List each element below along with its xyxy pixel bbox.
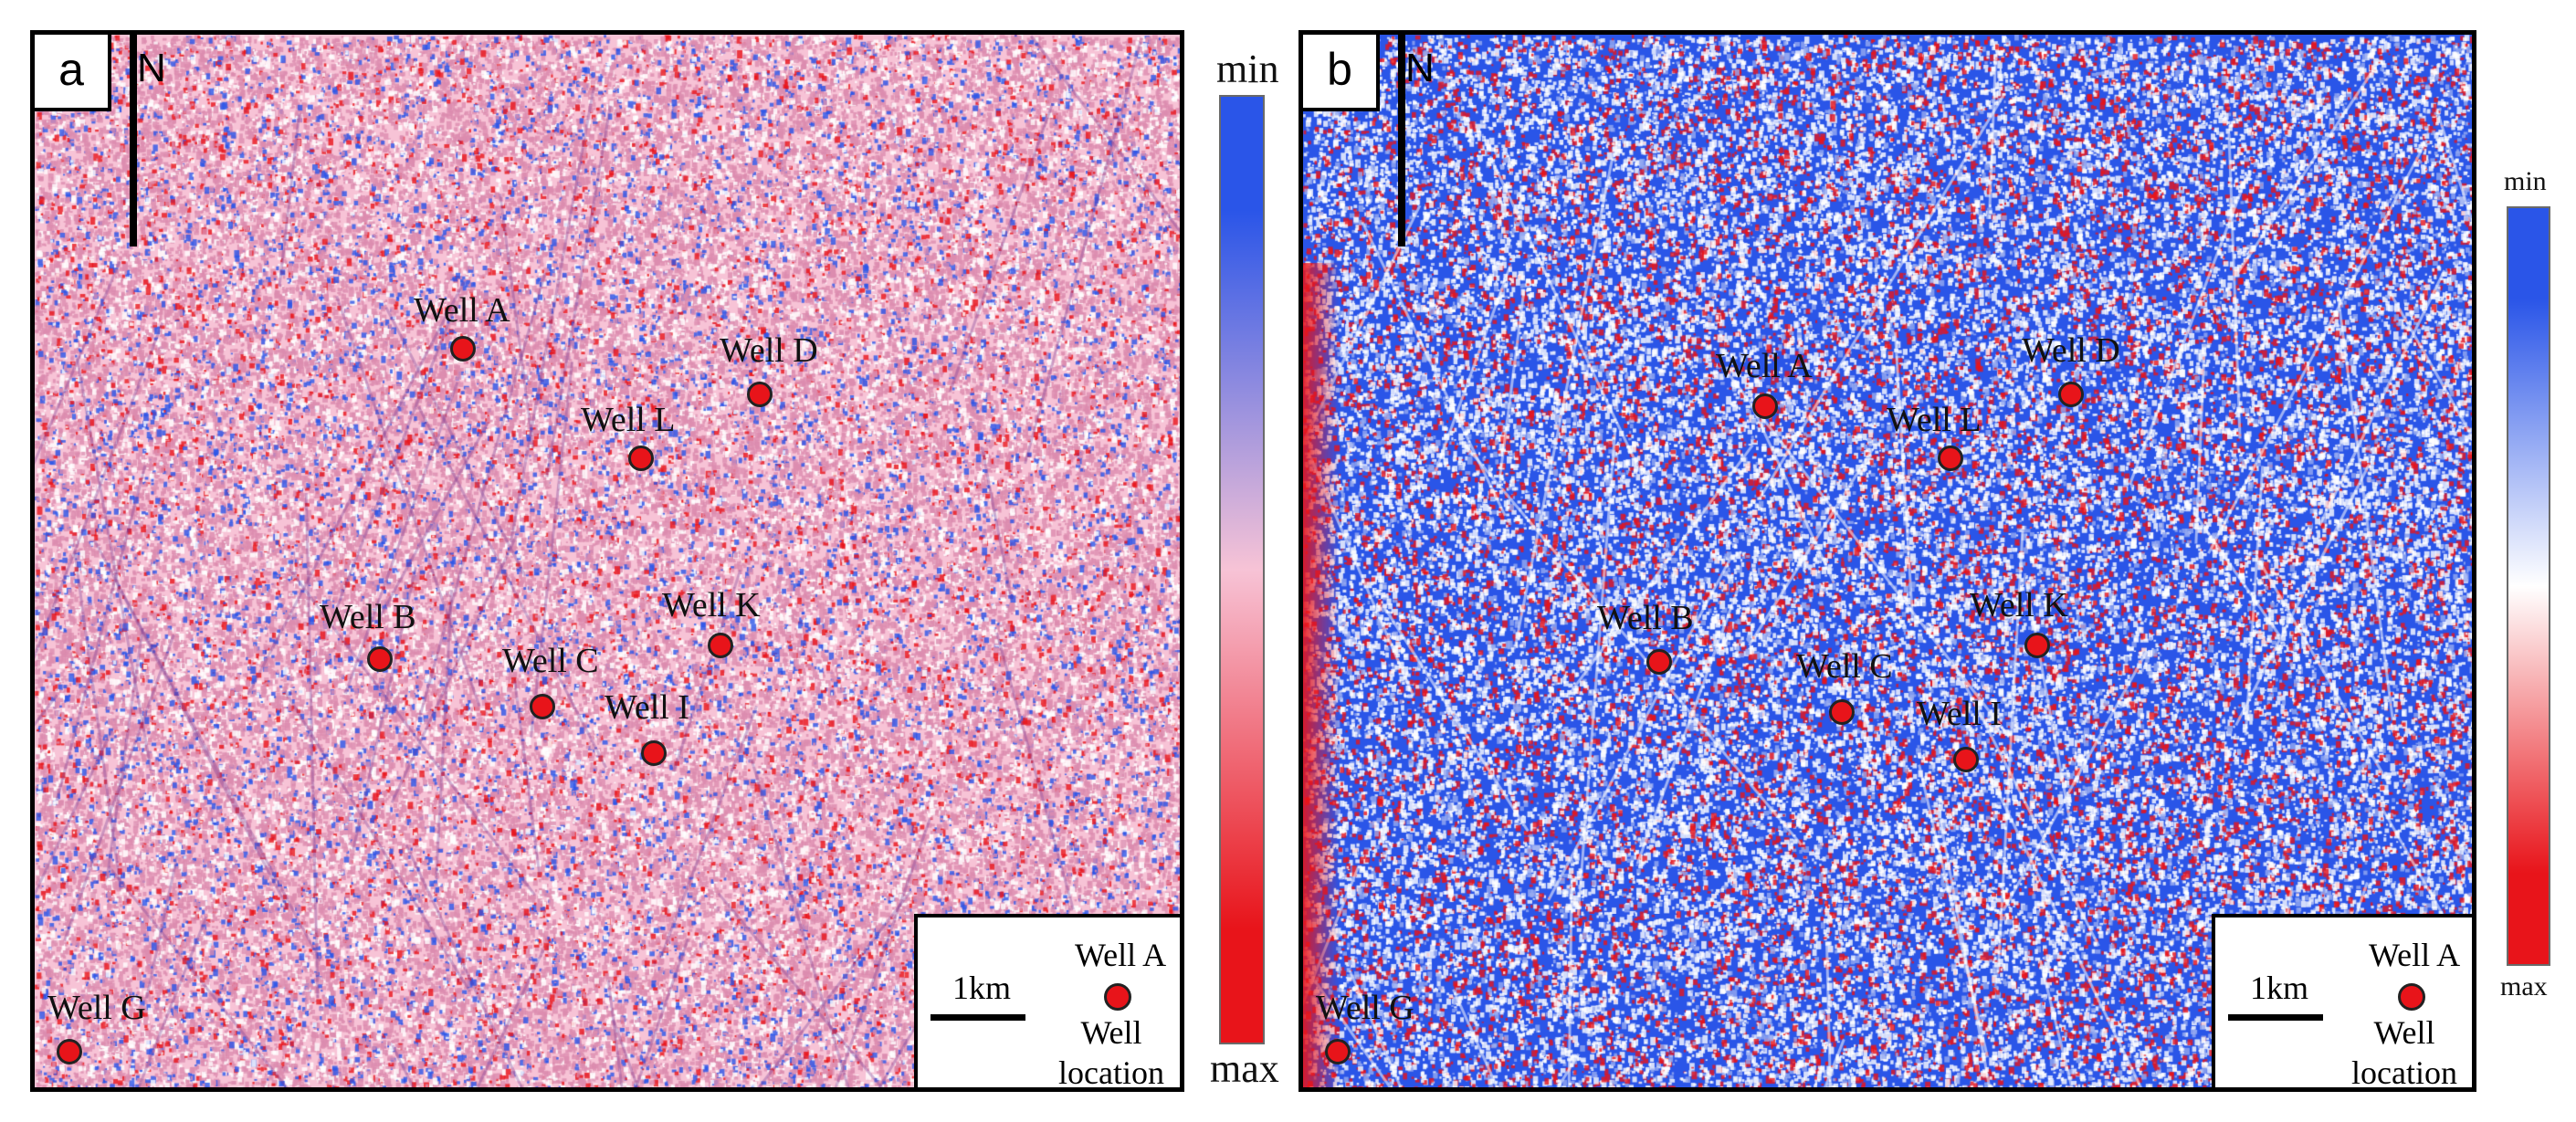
colorbar-a	[1219, 95, 1265, 1044]
well-dot-icon	[2058, 382, 2084, 407]
well-label: Well G	[47, 989, 146, 1027]
well-dot-icon	[628, 446, 654, 471]
well-dot-icon	[1953, 747, 1979, 772]
well-dot-icon	[1325, 1039, 1351, 1064]
map-legend-a: 1km Well A Well location	[914, 914, 1180, 1091]
well-label: Well C	[502, 642, 599, 680]
legend-well-label: Well A	[2369, 937, 2461, 973]
well-dot-icon	[1646, 649, 1672, 675]
colorbar-b	[2507, 206, 2550, 966]
north-icon: N	[1405, 46, 1435, 90]
well-dot-icon	[1938, 446, 1963, 471]
well-label: Well I	[605, 688, 689, 727]
well-label: Well B	[320, 598, 416, 636]
legend-well-dot-icon	[1104, 983, 1131, 1011]
colorbar-b-min-label: min	[2504, 166, 2547, 196]
legend-desc-line1: Well	[2373, 1014, 2435, 1051]
well-label: Well A	[1716, 347, 1813, 385]
well-label: Well B	[1597, 599, 1694, 637]
colorbar-a-min-label: min	[1216, 47, 1279, 91]
legend-desc-line2: location	[1058, 1054, 1164, 1091]
attribute-raster-b	[1303, 35, 2472, 1087]
well-label: Well L	[581, 401, 676, 439]
well-dot-icon	[367, 646, 393, 672]
panel-label-b: b	[1303, 35, 1380, 111]
well-dot-icon	[450, 336, 476, 362]
map-legend-b: 1km Well A Well location	[2212, 914, 2472, 1091]
well-label: Well L	[1887, 401, 1982, 439]
north-icon: N	[137, 46, 166, 90]
legend-well-desc: Well location	[2329, 1012, 2472, 1091]
well-dot-icon	[530, 694, 555, 719]
well-label: Well K	[662, 586, 761, 624]
scale-label: 1km	[952, 970, 1012, 1006]
well-dot-icon	[57, 1039, 82, 1064]
legend-desc-line2: location	[2351, 1054, 2457, 1091]
legend-well-desc: Well location	[1035, 1012, 1180, 1091]
well-label: Well A	[414, 291, 510, 330]
attribute-raster-a	[35, 35, 1180, 1087]
well-dot-icon	[1829, 699, 1855, 725]
colorbar-b-max-label: max	[2500, 971, 2548, 1001]
well-label: Well D	[2022, 331, 2120, 370]
well-dot-icon	[1752, 393, 1778, 419]
well-dot-icon	[641, 740, 667, 766]
scale-bar	[931, 1014, 1025, 1021]
well-dot-icon	[2024, 633, 2050, 658]
scale-bar	[2228, 1014, 2323, 1021]
panel-label-a: a	[35, 35, 111, 111]
legend-desc-line1: Well	[1080, 1014, 1142, 1051]
well-label: Well D	[720, 331, 818, 370]
legend-well-dot-icon	[2398, 983, 2425, 1011]
well-label: Well K	[1970, 586, 2068, 624]
colorbar-a-max-label: max	[1210, 1046, 1279, 1091]
well-dot-icon	[708, 633, 733, 658]
legend-well-label: Well A	[1075, 937, 1167, 973]
well-dot-icon	[747, 382, 773, 407]
well-label: Well I	[1917, 695, 2002, 733]
scale-label: 1km	[2250, 970, 2309, 1006]
well-label: Well G	[1316, 989, 1414, 1027]
attribute-map-b: b N Well A Well D Well L Well K Well B W…	[1299, 30, 2476, 1092]
attribute-map-a: a N Well A Well D Well L Well K Well B W…	[30, 30, 1184, 1092]
well-label: Well C	[1796, 647, 1893, 686]
